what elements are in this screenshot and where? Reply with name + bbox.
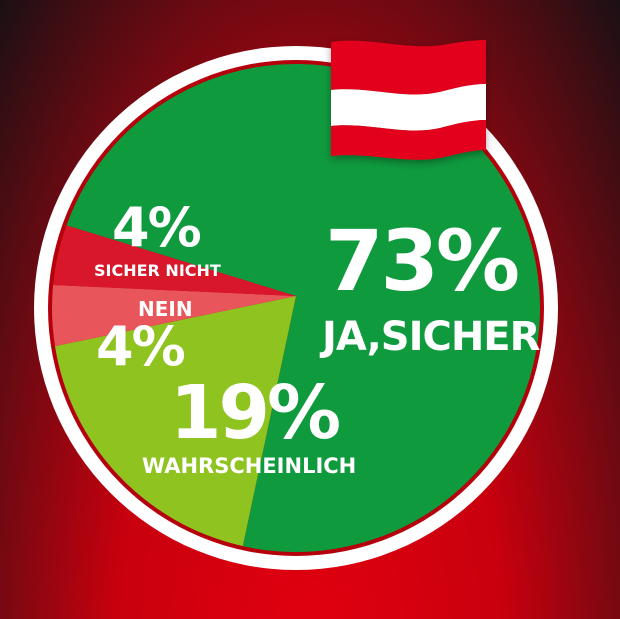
flag-stripe-middle [331, 84, 486, 131]
pie-slice-nein [51, 285, 296, 347]
value-label-wahrscheinlich: 19% [170, 370, 339, 456]
category-label-wahrscheinlich: WAHRSCHEINLICH [142, 454, 356, 478]
flag-stripe-bottom [331, 120, 486, 160]
flag-stripe-top [331, 40, 486, 95]
value-label-nein: 4% [96, 315, 185, 378]
category-label-sicher-nicht: SICHER NICHT [94, 261, 221, 280]
slice-label-wahrscheinlich: 19% WAHRSCHEINLICH [142, 370, 356, 478]
pie-slice-ja-sicher [66, 63, 541, 552]
slice-label-nein: NEIN 4% [96, 297, 193, 378]
category-label-ja-sicher: JA,SICHER [319, 314, 540, 360]
slice-label-ja-sicher: 73% JA,SICHER [319, 212, 541, 360]
pie-slices [51, 63, 541, 552]
pie-slice-sicher-nicht [53, 225, 296, 296]
value-label-ja-sicher: 73% [325, 212, 518, 310]
value-label-sicher-nicht: 4% [112, 196, 201, 259]
pie-slice-wahrscheinlich [55, 296, 296, 547]
austria-flag [331, 40, 486, 160]
slice-label-sicher-nicht: 4% SICHER NICHT [94, 196, 221, 280]
category-label-nein: NEIN [138, 297, 193, 321]
